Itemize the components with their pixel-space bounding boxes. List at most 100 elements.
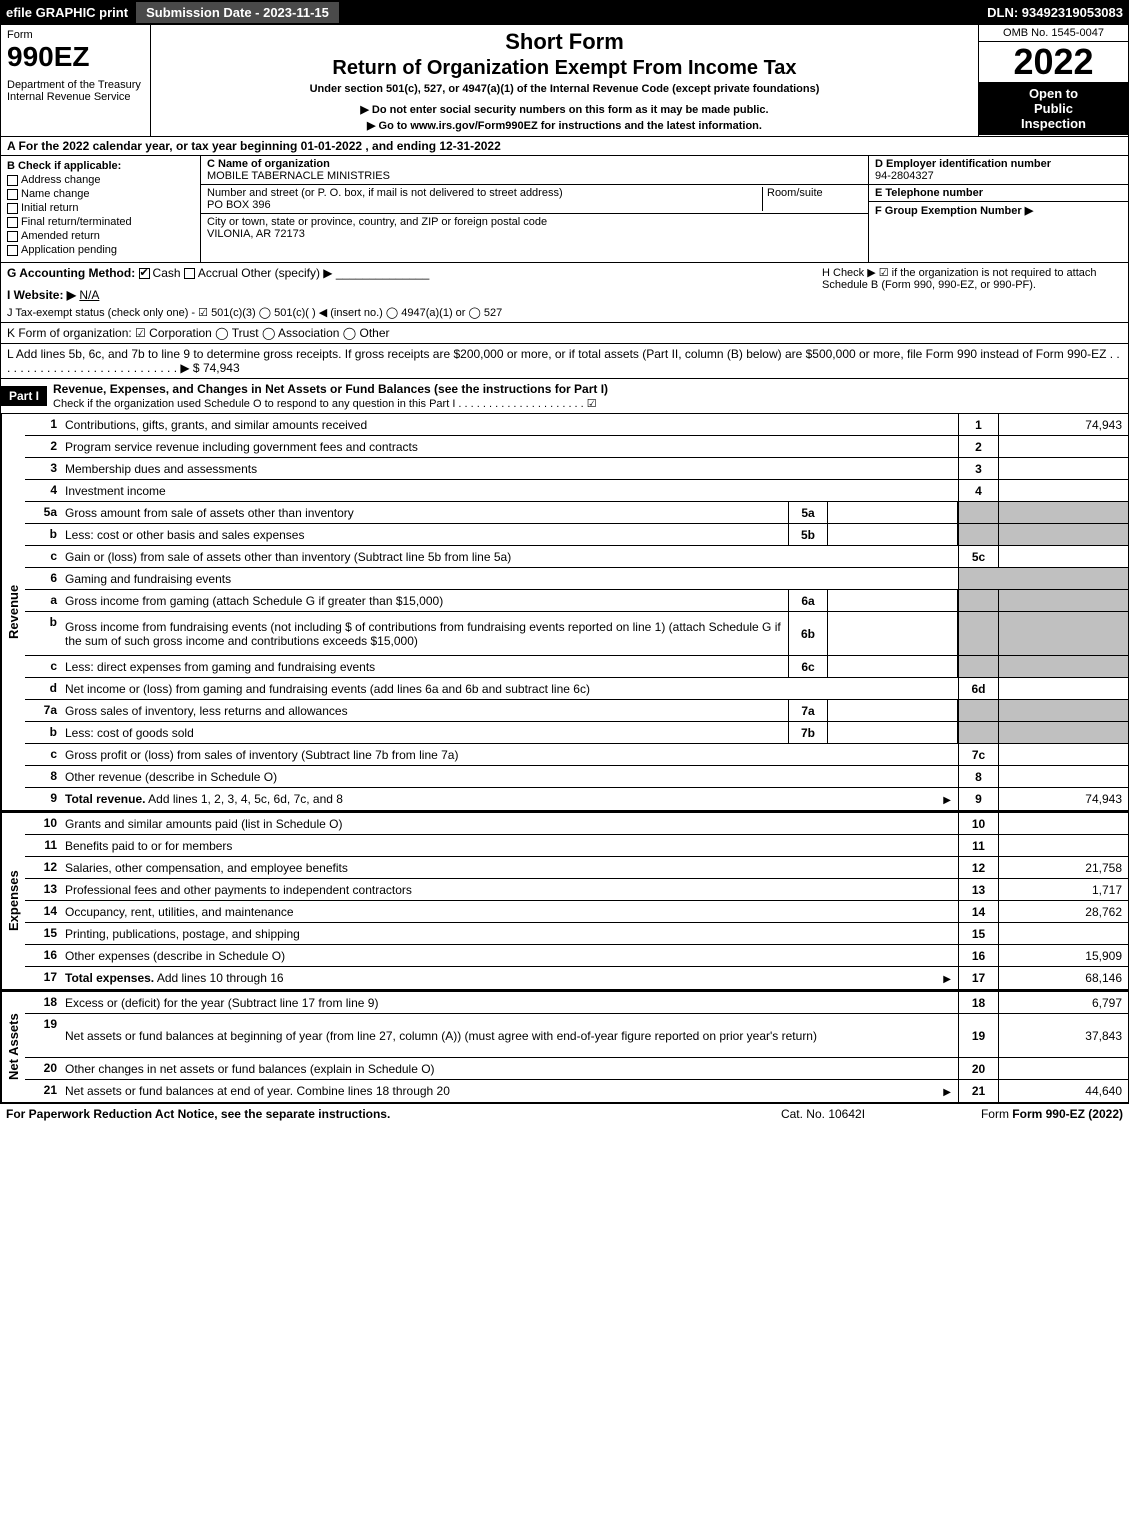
line-number: 20 [25,1058,61,1079]
arrow-icon [940,971,954,985]
line-text: Salaries, other compensation, and employ… [61,857,958,878]
line-text: Less: cost or other basis and sales expe… [61,524,788,545]
form-line: 17Total expenses. Add lines 10 through 1… [25,967,1128,989]
checkbox[interactable] [7,203,18,214]
line-text: Net assets or fund balances at end of ye… [61,1080,958,1102]
efile-label[interactable]: efile GRAPHIC print [6,5,128,20]
right-line-number: 4 [958,480,998,501]
sections-g-h: G Accounting Method: Cash Accrual Other … [0,263,1129,323]
form-line: 19Net assets or fund balances at beginni… [25,1014,1128,1058]
form-header: Form 990EZ Department of the Treasury In… [0,25,1129,137]
right-line-number: 17 [958,967,998,989]
checkbox[interactable] [7,217,18,228]
line-text: Gross amount from sale of assets other t… [61,502,788,523]
line-number: 18 [25,992,61,1013]
sections-d-e-f: D Employer identification number 94-2804… [868,156,1128,262]
right-line-number: 5c [958,546,998,567]
check-if-applicable-item: Address change [7,174,194,186]
line-number: 8 [25,766,61,787]
right-line-value [998,480,1128,501]
right-line-number: 1 [958,414,998,435]
line-text: Less: cost of goods sold [61,722,788,743]
cat-no: Cat. No. 10642I [723,1107,923,1121]
right-line-value [998,678,1128,699]
right-line-number: 16 [958,945,998,966]
revenue-table: Revenue 1Contributions, gifts, grants, a… [0,414,1129,811]
mid-line-number: 7a [788,700,828,721]
part-1-check: Check if the organization used Schedule … [53,398,597,410]
form-line: 13Professional fees and other payments t… [25,879,1128,901]
check-if-applicable-item: Final return/terminated [7,216,194,228]
ein-value: 94-2804327 [875,170,934,182]
header-right: OMB No. 1545-0047 2022 Open to Public In… [978,25,1128,136]
section-b-header: B Check if applicable: [7,160,194,172]
right-line-value [998,744,1128,765]
form-line: 3Membership dues and assessments3 [25,458,1128,480]
line-number: 5a [25,502,61,523]
right-line-number: 11 [958,835,998,856]
line-number: 14 [25,901,61,922]
line-text: Program service revenue including govern… [61,436,958,457]
line-number: 11 [25,835,61,856]
right-line-number: 9 [958,788,998,810]
form-line: bLess: cost or other basis and sales exp… [25,524,1128,546]
header-left: Form 990EZ Department of the Treasury In… [1,25,151,136]
right-line-number: 14 [958,901,998,922]
mid-line-number: 6c [788,656,828,677]
line-number: 1 [25,414,61,435]
sections-b-through-f: B Check if applicable: Address changeNam… [0,156,1129,263]
mid-line-value [828,656,958,677]
form-line: 12Salaries, other compensation, and empl… [25,857,1128,879]
right-line-value [998,458,1128,479]
cash-checkbox[interactable] [139,268,150,279]
right-line-number: 7c [958,744,998,765]
line-number: b [25,612,61,655]
accrual-checkbox[interactable] [184,268,195,279]
line-text: Gross profit or (loss) from sales of inv… [61,744,958,765]
right-line-value [998,436,1128,457]
line-text: Membership dues and assessments [61,458,958,479]
section-j: J Tax-exempt status (check only one) - ☑… [7,306,822,319]
irs-label: Internal Revenue Service [7,91,144,103]
paperwork-notice: For Paperwork Reduction Act Notice, see … [6,1107,723,1121]
line-text: Gaming and fundraising events [61,568,958,589]
right-line-number: 21 [958,1080,998,1102]
mid-line-value [828,524,958,545]
checkbox[interactable] [7,189,18,200]
form-number: 990EZ [7,41,144,73]
mid-line-value [828,590,958,611]
checkbox[interactable] [7,231,18,242]
line-number: c [25,744,61,765]
section-k: K Form of organization: ☑ Corporation ◯ … [0,323,1129,344]
checkbox[interactable] [7,245,18,256]
form-line: 4Investment income4 [25,480,1128,502]
form-line: 5aGross amount from sale of assets other… [25,502,1128,524]
right-line-value: 6,797 [998,992,1128,1013]
net-assets-side-label: Net Assets [1,992,25,1102]
section-l: L Add lines 5b, 6c, and 7b to line 9 to … [0,344,1129,379]
group-exemption-label: F Group Exemption Number ▶ [875,205,1033,217]
right-line-number: 13 [958,879,998,900]
right-line-number: 8 [958,766,998,787]
room-label: Room/suite [767,187,823,199]
section-a: A For the 2022 calendar year, or tax yea… [0,137,1129,156]
form-line: 6Gaming and fundraising events [25,568,1128,590]
right-line-number: 12 [958,857,998,878]
right-line-value: 74,943 [998,788,1128,810]
form-line: aGross income from gaming (attach Schedu… [25,590,1128,612]
line-text: Gross income from fundraising events (no… [61,612,788,655]
name-label: C Name of organization [207,158,330,170]
line-number: b [25,524,61,545]
line-number: 6 [25,568,61,589]
right-line-value [998,766,1128,787]
form-line: bLess: cost of goods sold7b [25,722,1128,744]
check-if-applicable-item: Initial return [7,202,194,214]
org-city: VILONIA, AR 72173 [207,228,305,240]
org-address: PO BOX 396 [207,199,271,211]
line-number: c [25,546,61,567]
page-footer: For Paperwork Reduction Act Notice, see … [0,1103,1129,1124]
arrow-icon [940,1084,954,1098]
line-text: Total expenses. Add lines 10 through 16 [61,967,958,989]
line-text: Other changes in net assets or fund bala… [61,1058,958,1079]
checkbox[interactable] [7,175,18,186]
